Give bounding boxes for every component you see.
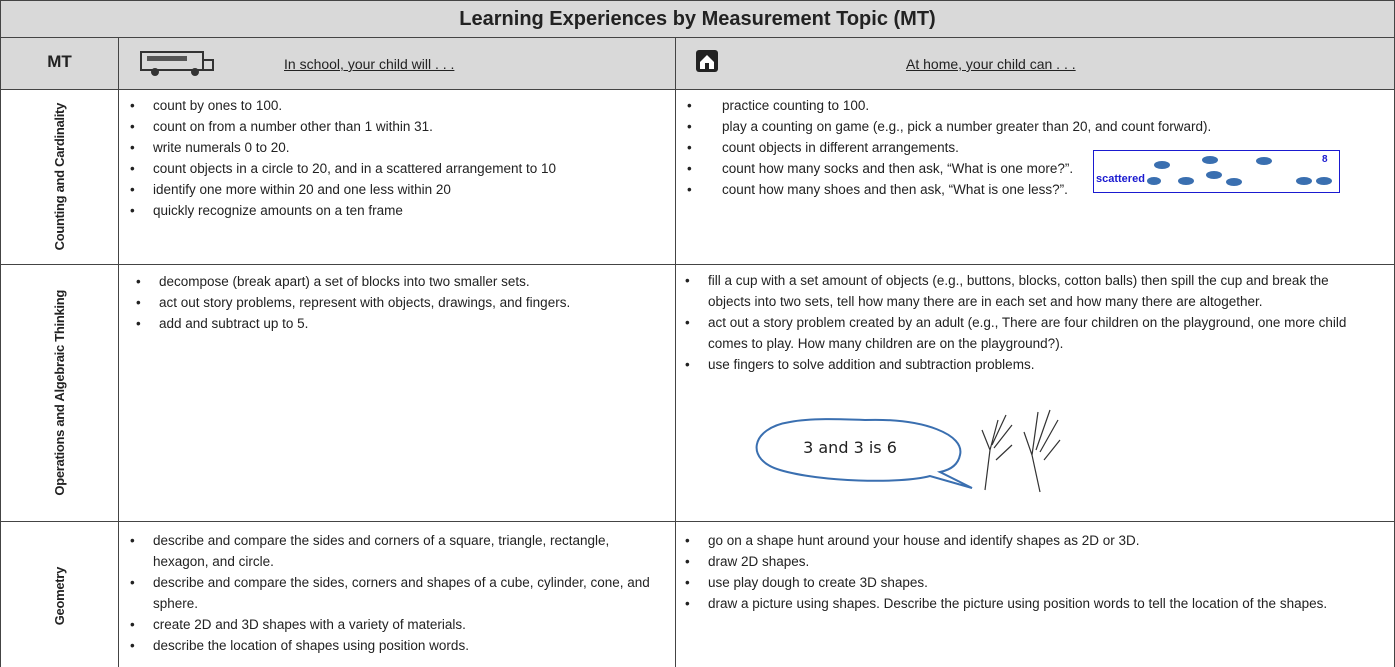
topic-label: Operations and Algebraic Thinking bbox=[52, 290, 67, 496]
home-cell: go on a shape hunt around your house and… bbox=[675, 521, 1395, 667]
home-item: act out a story problem created by an ad… bbox=[678, 312, 1374, 354]
school-item: describe the location of shapes using po… bbox=[123, 635, 655, 656]
school-item: decompose (break apart) a set of blocks … bbox=[129, 271, 645, 292]
figure-label: scattered bbox=[1096, 173, 1145, 185]
school-cell: describe and compare the sides and corne… bbox=[118, 521, 676, 667]
bus-icon bbox=[140, 51, 214, 76]
home-item: play a counting on game (e.g., pick a nu… bbox=[680, 116, 1364, 137]
school-cell: decompose (break apart) a set of blocks … bbox=[118, 264, 676, 522]
home-item: use play dough to create 3D shapes. bbox=[678, 572, 1374, 593]
header-cell: At home, your child can . . . bbox=[675, 37, 1395, 90]
school-item: act out story problems, represent with o… bbox=[129, 292, 645, 313]
house-icon bbox=[696, 50, 718, 72]
topic-label: Counting and Cardinality bbox=[52, 103, 67, 251]
home-list: fill a cup with a set amount of objects … bbox=[678, 270, 1374, 375]
home-item: go on a shape hunt around your house and… bbox=[678, 530, 1374, 551]
topic-cell: Counting and Cardinality bbox=[0, 89, 119, 265]
home-item: draw a picture using shapes. Describe th… bbox=[678, 593, 1374, 614]
school-item: create 2D and 3D shapes with a variety o… bbox=[123, 614, 655, 635]
home-item: practice counting to 100. bbox=[680, 95, 1364, 116]
school-item: add and subtract up to 5. bbox=[129, 313, 645, 334]
header-cell: In school, your child will . . . bbox=[118, 37, 676, 90]
header-cell: MT bbox=[0, 37, 119, 90]
home-item: use fingers to solve addition and subtra… bbox=[678, 354, 1374, 375]
school-item: quickly recognize amounts on a ten frame bbox=[123, 200, 665, 221]
home-item: count objects in different arrangements. bbox=[680, 137, 1364, 158]
school-list: decompose (break apart) a set of blocks … bbox=[129, 271, 645, 334]
school-item: write numerals 0 to 20. bbox=[123, 137, 665, 158]
school-item: count on from a number other than 1 with… bbox=[123, 116, 665, 137]
home-item: count how many shoes and then ask, “What… bbox=[680, 179, 1364, 200]
speech-figure: 3 and 3 is 6 bbox=[755, 409, 1061, 493]
school-item: count objects in a circle to 20, and in … bbox=[123, 158, 665, 179]
school-list: describe and compare the sides and corne… bbox=[123, 530, 655, 656]
home-item: fill a cup with a set amount of objects … bbox=[678, 270, 1374, 312]
speech-text: 3 and 3 is 6 bbox=[803, 438, 897, 457]
home-item: count how many socks and then ask, “What… bbox=[680, 158, 1364, 179]
home-list: practice counting to 100.play a counting… bbox=[680, 95, 1364, 200]
topic-cell: Geometry bbox=[0, 521, 119, 667]
scattered-figure: scattered 8 bbox=[1093, 150, 1340, 193]
header-school: In school, your child will . . . bbox=[284, 56, 455, 72]
topic-label: Geometry bbox=[52, 566, 67, 626]
school-item: count by ones to 100. bbox=[123, 95, 665, 116]
school-item: describe and compare the sides and corne… bbox=[123, 530, 655, 572]
scattered-dots bbox=[1147, 156, 1332, 186]
school-item: identify one more within 20 and one less… bbox=[123, 179, 665, 200]
school-item: describe and compare the sides, corners … bbox=[123, 572, 655, 614]
topic-cell: Operations and Algebraic Thinking bbox=[0, 264, 119, 522]
school-cell: count by ones to 100.count on from a num… bbox=[118, 89, 676, 265]
figure-count: 8 bbox=[1322, 154, 1328, 165]
home-list: go on a shape hunt around your house and… bbox=[678, 530, 1374, 614]
school-list: count by ones to 100.count on from a num… bbox=[123, 95, 665, 221]
header-home: At home, your child can . . . bbox=[906, 56, 1076, 72]
header-topic: MT bbox=[47, 52, 72, 71]
home-cell: practice counting to 100.play a counting… bbox=[675, 89, 1395, 265]
home-cell: fill a cup with a set amount of objects … bbox=[675, 264, 1395, 522]
title: Learning Experiences by Measurement Topi… bbox=[0, 0, 1395, 38]
home-item: draw 2D shapes. bbox=[678, 551, 1374, 572]
